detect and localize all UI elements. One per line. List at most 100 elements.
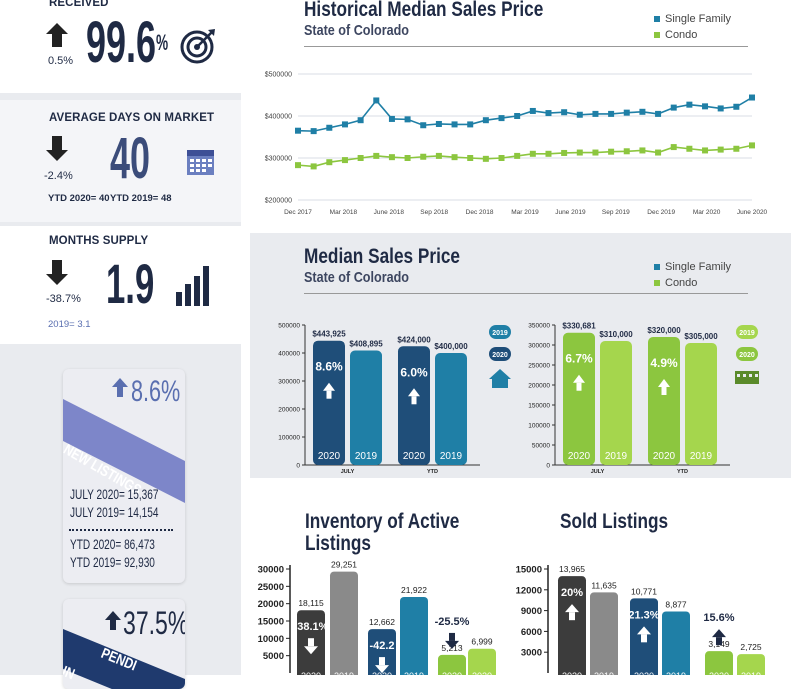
inventory-sold-panel: Inventory of Active Listings Sold Listin… xyxy=(250,490,791,675)
house-icon xyxy=(489,369,511,388)
bar-value-label: $400,000 xyxy=(434,342,468,351)
bar-year-label: 2020 xyxy=(472,671,492,675)
x-tick-label: Mar 2020 xyxy=(693,209,721,216)
legend-condo: Condo xyxy=(654,29,697,41)
y-tick-label: 3000 xyxy=(521,648,542,659)
months-supply-value: 1.9 xyxy=(106,252,155,315)
bar-year-label: 2020 xyxy=(301,671,321,675)
change-label: -25.5% xyxy=(435,616,470,628)
bar-chart-icon xyxy=(176,266,209,306)
data-point xyxy=(388,154,395,161)
data-point xyxy=(655,149,662,156)
data-point xyxy=(514,113,521,119)
title-rule xyxy=(304,46,748,47)
received-card: RECEIVED 0.5% 99.6% xyxy=(0,0,241,93)
year-badge xyxy=(736,325,758,339)
change-label: -42.2 xyxy=(369,640,394,652)
bar-year-label: 2019 xyxy=(404,671,424,675)
arrow-stem xyxy=(641,634,647,643)
y-tick-label: $300000 xyxy=(265,156,292,163)
chart-subtitle: State of Colorado xyxy=(304,269,410,286)
data-point xyxy=(608,148,615,155)
bar xyxy=(368,629,396,675)
year-badge-label: 2020 xyxy=(739,352,755,359)
legend-single-family: Single Family xyxy=(654,13,731,25)
y-tick-label: 0 xyxy=(296,463,300,470)
data-point xyxy=(514,152,521,159)
days-on-market-title: AVERAGE DAYS ON MARKET xyxy=(49,112,215,124)
data-point xyxy=(545,150,552,157)
data-point xyxy=(435,152,442,159)
data-point xyxy=(686,145,693,152)
bar-value-label: 18,115 xyxy=(298,598,324,608)
inventory-title: Inventory of Active xyxy=(305,510,460,533)
y-tick-label: 300000 xyxy=(278,379,300,386)
y-tick-label: 15000 xyxy=(516,565,542,576)
legend-condo: Condo xyxy=(654,277,697,289)
arrow-stem xyxy=(569,612,575,621)
y-tick-label: 100000 xyxy=(528,423,550,430)
chart-title: Median Sales Price xyxy=(304,245,461,268)
x-tick-label: Mar 2019 xyxy=(511,209,539,216)
y-tick-label: 400000 xyxy=(278,351,300,358)
data-point xyxy=(482,117,489,124)
data-point xyxy=(702,147,709,154)
x-tick-label: Dec 2018 xyxy=(466,209,494,216)
line-chart: $500000 $400000 $300000 $200000 Dec 2017 Mar … xyxy=(265,72,768,217)
y-tick-label: 9000 xyxy=(521,606,542,617)
bar-value-label: 11,635 xyxy=(591,580,617,590)
data-point xyxy=(670,104,677,111)
months-supply-prev: 2019= 3.1 xyxy=(48,319,91,330)
months-supply-title: MONTHS SUPPLY xyxy=(49,235,149,247)
bar-year-label: 2019 xyxy=(605,451,628,462)
change-label: -38.1% xyxy=(294,621,329,633)
y-tick-label: 300000 xyxy=(528,343,550,350)
data-point xyxy=(749,94,755,101)
data-point xyxy=(295,162,301,169)
bar xyxy=(685,343,717,465)
arrow-stem xyxy=(716,637,722,646)
bar-value-label: 6,999 xyxy=(471,637,493,647)
legend-swatch xyxy=(654,280,660,287)
category-label: YTD xyxy=(677,469,688,475)
category-label: JULY xyxy=(341,469,355,475)
pending-card: 37.5% PENDI UN xyxy=(63,599,185,689)
data-point xyxy=(717,105,724,112)
window xyxy=(749,374,752,377)
data-point xyxy=(373,152,380,159)
bar xyxy=(398,346,430,465)
y-tick-label: $400000 xyxy=(265,114,292,121)
legend-label: Condo xyxy=(665,29,698,41)
data-point xyxy=(702,103,709,110)
new-listings-ytd2019: YTD 2019= 92,930 xyxy=(70,554,155,570)
series-line xyxy=(297,96,753,132)
data-point xyxy=(576,149,583,156)
pending-change: 37.5% xyxy=(123,605,185,641)
data-point xyxy=(529,150,536,157)
change-label: 15.6% xyxy=(703,612,734,624)
bar xyxy=(313,340,345,465)
data-point xyxy=(592,110,599,117)
x-tick-label: Dec 2019 xyxy=(647,209,675,216)
year-badge xyxy=(736,347,758,361)
bar-value-label: $310,000 xyxy=(599,330,633,339)
y-tick-label: 150000 xyxy=(528,403,550,410)
arrow-down-icon xyxy=(304,646,318,655)
bar xyxy=(350,350,382,465)
y-tick-label: $500000 xyxy=(265,72,292,79)
bar-year-label: 2020 xyxy=(634,671,654,675)
data-point xyxy=(498,115,505,122)
data-point xyxy=(733,103,740,110)
arrow-up-icon xyxy=(112,378,128,387)
new-listings-july2020: JULY 2020= 15,367 xyxy=(70,486,159,502)
y-tick-label: 6000 xyxy=(521,627,542,638)
arrow-up-icon xyxy=(565,604,579,613)
bar-value-label: 8,877 xyxy=(665,599,687,609)
data-point xyxy=(467,155,474,161)
bar-value-label: 21,922 xyxy=(401,585,427,595)
bar-value-label: $305,000 xyxy=(684,332,718,341)
new-listings-change: 8.6% xyxy=(131,375,181,408)
window xyxy=(743,374,746,377)
bar-year-label: 2020 xyxy=(442,671,462,675)
change-label: 8.6% xyxy=(315,360,343,374)
